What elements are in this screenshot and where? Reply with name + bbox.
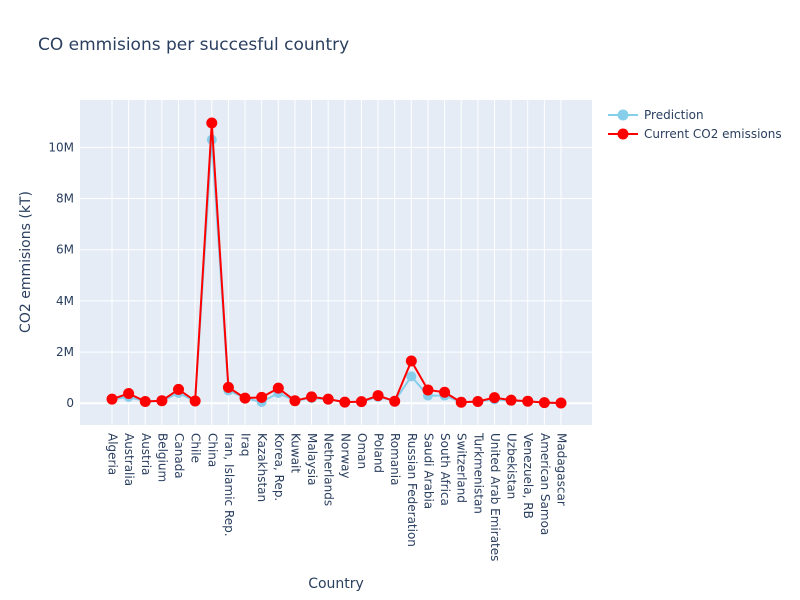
x-tick-label: Russian Federation bbox=[405, 433, 419, 547]
data-point bbox=[505, 394, 517, 406]
data-point bbox=[189, 395, 201, 407]
data-point bbox=[488, 392, 500, 404]
x-tick-label: Austria bbox=[139, 433, 153, 475]
data-point bbox=[455, 396, 467, 408]
x-tick-label: Australia bbox=[122, 433, 136, 486]
x-tick-label: Switzerland bbox=[455, 433, 469, 503]
x-tick-label: Oman bbox=[355, 433, 369, 469]
x-tick-label: Chile bbox=[189, 433, 203, 463]
plot-area bbox=[80, 100, 592, 425]
x-tick-label: Belgium bbox=[155, 433, 169, 482]
x-tick-label: Norway bbox=[338, 433, 352, 479]
x-tick-label: Saudi Arabia bbox=[421, 433, 435, 509]
data-point bbox=[322, 393, 334, 405]
x-tick-label: Romania bbox=[388, 433, 402, 485]
data-point bbox=[222, 381, 234, 393]
data-point bbox=[422, 384, 434, 396]
data-point bbox=[339, 396, 351, 408]
data-point bbox=[389, 395, 401, 407]
data-point bbox=[406, 371, 417, 382]
data-point bbox=[306, 391, 318, 403]
data-point bbox=[106, 393, 118, 405]
data-point bbox=[555, 397, 567, 409]
x-tick-label: United Arab Emirates bbox=[488, 433, 502, 561]
y-tick-label: 6M bbox=[56, 243, 74, 257]
data-point bbox=[123, 388, 135, 400]
data-point bbox=[139, 395, 151, 407]
x-tick-label: Canada bbox=[172, 433, 186, 479]
x-tick-label: Algeria bbox=[106, 433, 120, 475]
x-tick-label: Korea, Rep. bbox=[272, 433, 286, 501]
data-point bbox=[522, 395, 534, 407]
x-tick-label: Iraq bbox=[239, 433, 253, 456]
x-tick-label: American Samoa bbox=[538, 433, 552, 535]
data-point bbox=[206, 117, 218, 129]
x-tick-label: Kazakhstan bbox=[255, 433, 269, 502]
x-tick-label: China bbox=[205, 433, 219, 467]
series-current-co2 bbox=[106, 117, 567, 409]
legend-item[interactable]: Current CO2 emissions bbox=[608, 127, 782, 141]
chart-title: CO emmisions per succesful country bbox=[38, 35, 349, 55]
x-tick-label: Malaysia bbox=[305, 433, 319, 485]
gridlines bbox=[80, 100, 592, 425]
data-point bbox=[272, 382, 284, 394]
y-tick-label: 8M bbox=[56, 192, 74, 206]
legend-item[interactable]: Prediction bbox=[608, 108, 704, 122]
x-tick-label: Venezuela, RB bbox=[521, 433, 535, 519]
x-tick-label: Madagascar bbox=[555, 433, 569, 506]
x-tick-label: Turkmenistan bbox=[471, 432, 485, 514]
y-axis-ticks: 0 2M 4M 6M 8M 10M bbox=[48, 140, 74, 410]
data-point bbox=[405, 355, 417, 367]
x-tick-label: Kuwait bbox=[288, 433, 302, 473]
legend-marker bbox=[617, 109, 629, 121]
data-point bbox=[256, 391, 268, 403]
data-point bbox=[538, 397, 550, 409]
x-tick-label: Uzbekistan bbox=[505, 433, 519, 499]
x-axis-ticks: Algeria Australia Austria Belgium Canada Chil… bbox=[106, 432, 569, 561]
x-axis-title: Country bbox=[308, 576, 364, 592]
x-tick-label: South Africa bbox=[438, 433, 452, 506]
data-point bbox=[372, 390, 384, 402]
legend[interactable]: Prediction Current CO2 emissions bbox=[608, 108, 782, 141]
data-point bbox=[239, 392, 251, 404]
legend-marker bbox=[617, 128, 629, 140]
data-point bbox=[472, 395, 484, 407]
y-tick-label: 10M bbox=[48, 140, 74, 154]
series-line bbox=[111, 122, 562, 404]
x-tick-label: Iran, Islamic Rep. bbox=[222, 433, 236, 537]
data-point bbox=[289, 395, 301, 407]
legend-label: Prediction bbox=[644, 108, 704, 122]
y-axis-title: CO2 emmisions (kT) bbox=[18, 191, 34, 333]
y-tick-label: 4M bbox=[56, 294, 74, 308]
data-point bbox=[156, 395, 168, 407]
series-group bbox=[106, 117, 567, 409]
data-point bbox=[439, 386, 451, 398]
legend-label: Current CO2 emissions bbox=[644, 127, 782, 141]
x-tick-label: Poland bbox=[372, 433, 386, 473]
y-tick-label: 0 bbox=[66, 396, 74, 410]
y-tick-label: 2M bbox=[56, 345, 74, 359]
x-tick-label: Netherlands bbox=[322, 433, 336, 506]
data-point bbox=[355, 396, 367, 408]
data-point bbox=[173, 383, 185, 395]
